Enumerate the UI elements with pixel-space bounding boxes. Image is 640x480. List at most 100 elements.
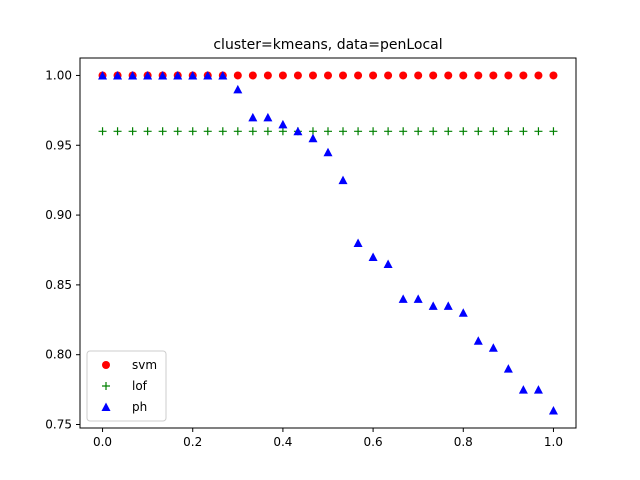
point-ph bbox=[353, 238, 363, 247]
point-lof bbox=[384, 127, 393, 136]
y-tick-label: 0.85 bbox=[45, 278, 72, 292]
point-ph bbox=[323, 147, 333, 157]
point-ph bbox=[428, 301, 438, 310]
point-svm bbox=[233, 71, 242, 80]
point-svm bbox=[308, 71, 317, 80]
point-ph bbox=[248, 112, 258, 122]
series-ph bbox=[98, 70, 558, 415]
point-lof bbox=[188, 127, 197, 136]
point-ph bbox=[203, 70, 213, 80]
point-ph bbox=[443, 301, 453, 310]
point-svm bbox=[474, 71, 483, 80]
point-svm bbox=[519, 71, 528, 80]
point-svm bbox=[399, 71, 408, 80]
point-lof bbox=[504, 127, 513, 136]
point-lof bbox=[549, 127, 558, 136]
legend-marker-lof bbox=[102, 382, 110, 390]
y-axis: 0.75 0.80 0.85 0.90 0.95 1.00 bbox=[45, 68, 80, 432]
point-lof bbox=[218, 127, 227, 136]
point-ph bbox=[173, 70, 183, 80]
point-ph bbox=[143, 70, 153, 80]
point-lof bbox=[474, 127, 483, 136]
point-lof bbox=[278, 127, 287, 136]
point-ph bbox=[383, 259, 393, 268]
point-svm bbox=[444, 71, 453, 80]
point-svm bbox=[248, 71, 257, 80]
point-ph bbox=[533, 385, 543, 394]
y-tick-label: 0.95 bbox=[45, 138, 72, 152]
point-lof bbox=[143, 127, 152, 136]
point-ph bbox=[458, 308, 468, 317]
point-lof bbox=[113, 127, 122, 136]
data-marks bbox=[98, 70, 558, 415]
point-svm bbox=[263, 71, 272, 80]
point-lof bbox=[203, 127, 212, 136]
point-ph bbox=[548, 406, 558, 415]
point-svm bbox=[369, 71, 378, 80]
legend-marker-svm bbox=[102, 361, 110, 369]
point-svm bbox=[354, 71, 363, 80]
point-svm bbox=[489, 71, 498, 80]
point-svm bbox=[293, 71, 302, 80]
point-lof bbox=[339, 127, 348, 136]
point-lof bbox=[98, 127, 107, 136]
y-tick-label: 0.75 bbox=[45, 418, 72, 432]
point-ph bbox=[308, 133, 318, 143]
point-ph bbox=[518, 385, 528, 394]
point-ph bbox=[338, 175, 348, 185]
y-tick-label: 0.90 bbox=[45, 208, 72, 222]
point-ph bbox=[398, 294, 408, 303]
point-lof bbox=[429, 127, 438, 136]
point-svm bbox=[534, 71, 543, 80]
point-lof bbox=[519, 127, 528, 136]
point-ph bbox=[128, 70, 138, 80]
point-lof bbox=[459, 127, 468, 136]
x-tick-label: 0.4 bbox=[273, 435, 292, 449]
chart-title: cluster=kmeans, data=penLocal bbox=[213, 37, 442, 53]
point-svm bbox=[414, 71, 423, 80]
point-ph bbox=[263, 112, 273, 122]
point-lof bbox=[414, 127, 423, 136]
point-svm bbox=[549, 71, 558, 80]
point-lof bbox=[233, 127, 242, 136]
legend-label-lof: lof bbox=[132, 379, 148, 393]
x-tick-label: 0.6 bbox=[364, 435, 383, 449]
x-axis: 0.0 0.2 0.4 0.6 0.8 1.0 bbox=[93, 428, 563, 449]
legend-marker-ph bbox=[101, 402, 111, 411]
point-lof bbox=[399, 127, 408, 136]
point-lof bbox=[158, 127, 167, 136]
point-lof bbox=[173, 127, 182, 136]
legend-label-ph: ph bbox=[132, 400, 147, 414]
point-lof bbox=[324, 127, 332, 136]
point-lof bbox=[369, 127, 378, 136]
y-tick-label: 1.00 bbox=[45, 68, 72, 82]
point-svm bbox=[324, 71, 332, 80]
point-ph bbox=[368, 252, 378, 261]
point-ph bbox=[293, 126, 303, 136]
point-ph bbox=[278, 119, 288, 129]
x-tick-label: 1.0 bbox=[544, 435, 563, 449]
point-ph bbox=[188, 70, 198, 80]
point-ph bbox=[158, 70, 168, 80]
point-lof bbox=[534, 127, 543, 136]
legend: svm lof ph bbox=[86, 350, 167, 422]
point-ph bbox=[413, 294, 423, 303]
legend-label-svm: svm bbox=[132, 358, 157, 372]
point-lof bbox=[489, 127, 498, 136]
point-lof bbox=[248, 127, 257, 136]
point-ph bbox=[113, 70, 123, 80]
point-lof bbox=[444, 127, 453, 136]
point-ph bbox=[473, 336, 483, 345]
point-svm bbox=[504, 71, 513, 80]
plot-frame bbox=[79, 57, 577, 429]
point-lof bbox=[354, 127, 363, 136]
y-tick-label: 0.80 bbox=[45, 348, 72, 362]
x-tick-label: 0.8 bbox=[454, 435, 473, 449]
x-tick-label: 0.0 bbox=[93, 435, 112, 449]
point-svm bbox=[384, 71, 393, 80]
point-svm bbox=[339, 71, 348, 80]
point-svm bbox=[429, 71, 438, 80]
point-ph bbox=[98, 70, 108, 80]
point-ph bbox=[488, 343, 498, 352]
